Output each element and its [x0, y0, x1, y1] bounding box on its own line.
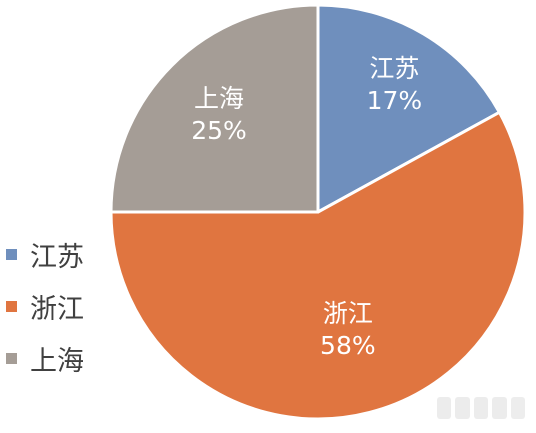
legend: 江苏 浙江 上海 [6, 228, 84, 384]
legend-swatch-jiangsu [6, 248, 17, 260]
label-zhejiang-name: 浙江 [323, 299, 373, 328]
legend-swatch-shanghai [6, 352, 17, 364]
label-shanghai-value: 25% [191, 116, 247, 145]
legend-item-zhejiang: 浙江 [6, 280, 84, 332]
label-shanghai-name: 上海 [194, 84, 244, 113]
legend-label-shanghai: 上海 [30, 345, 84, 377]
pie-labels: 江苏 17% 浙江 58% 上海 25% [191, 54, 422, 360]
pie-slices [109, 3, 527, 421]
legend-label-jiangsu: 江苏 [30, 241, 84, 273]
legend-label-zhejiang: 浙江 [30, 293, 84, 325]
label-jiangsu-value: 17% [367, 86, 423, 115]
label-jiangsu-name: 江苏 [369, 54, 419, 83]
legend-item-jiangsu: 江苏 [6, 228, 84, 280]
slice-jiangsu [316, 3, 501, 214]
watermark [437, 397, 526, 419]
legend-item-shanghai: 上海 [6, 332, 84, 384]
label-zhejiang-value: 58% [320, 331, 376, 360]
slice-zhejiang [109, 110, 527, 421]
legend-swatch-zhejiang [6, 300, 17, 312]
slice-shanghai [109, 3, 320, 214]
